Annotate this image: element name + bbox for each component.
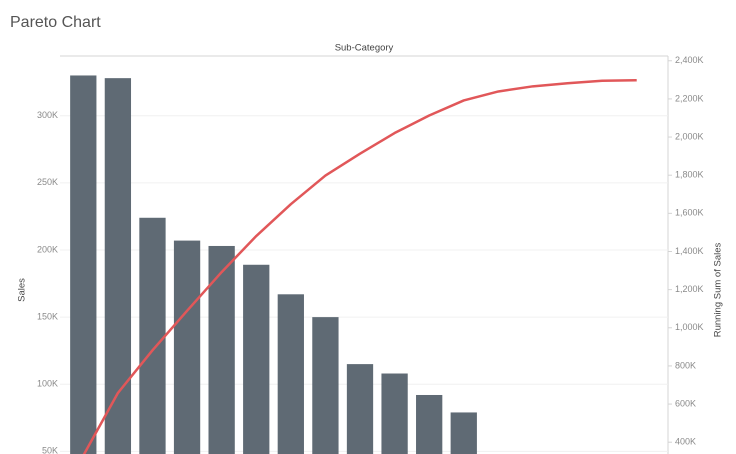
- y2-tick-label: 800K: [675, 360, 696, 370]
- y-tick-label: 250K: [37, 177, 58, 187]
- chart-title: Pareto Chart: [10, 14, 101, 31]
- bar: [450, 412, 477, 454]
- y2-tick-label: 2,400K: [675, 55, 704, 65]
- y2-tick-label: 1,800K: [675, 170, 704, 180]
- y2-tick-label: 1,000K: [675, 322, 704, 332]
- y2-tick-label: 2,000K: [675, 131, 704, 141]
- bar: [70, 75, 97, 454]
- y-tick-label: 50K: [42, 446, 58, 454]
- y-tick-label: 150K: [37, 311, 58, 321]
- bar: [416, 394, 443, 454]
- bar: [346, 364, 374, 454]
- bar: [277, 294, 304, 454]
- x-axis-title: Sub-Category: [335, 43, 394, 54]
- y-axis-title: Sales: [17, 278, 28, 302]
- y-tick-label: 200K: [37, 244, 58, 254]
- bar: [139, 217, 166, 454]
- y2-tick-label: 1,400K: [675, 246, 704, 256]
- y2-tick-label: 400K: [675, 437, 696, 447]
- y2-tick-label: 1,200K: [675, 284, 704, 294]
- y2-tick-label: 1,600K: [675, 208, 704, 218]
- bar: [312, 317, 339, 454]
- y-tick-label: 300K: [37, 110, 58, 120]
- bar: [208, 245, 235, 454]
- y2-tick-label: 2,200K: [675, 93, 704, 103]
- running-sum-line: [82, 78, 637, 454]
- bar: [381, 373, 408, 454]
- y-tick-label: 100K: [37, 379, 58, 389]
- y2-axis-title: Running Sum of Sales: [713, 242, 724, 337]
- bar: [104, 78, 132, 454]
- bar: [173, 240, 201, 454]
- y2-tick-label: 600K: [675, 398, 696, 408]
- bar: [243, 264, 270, 454]
